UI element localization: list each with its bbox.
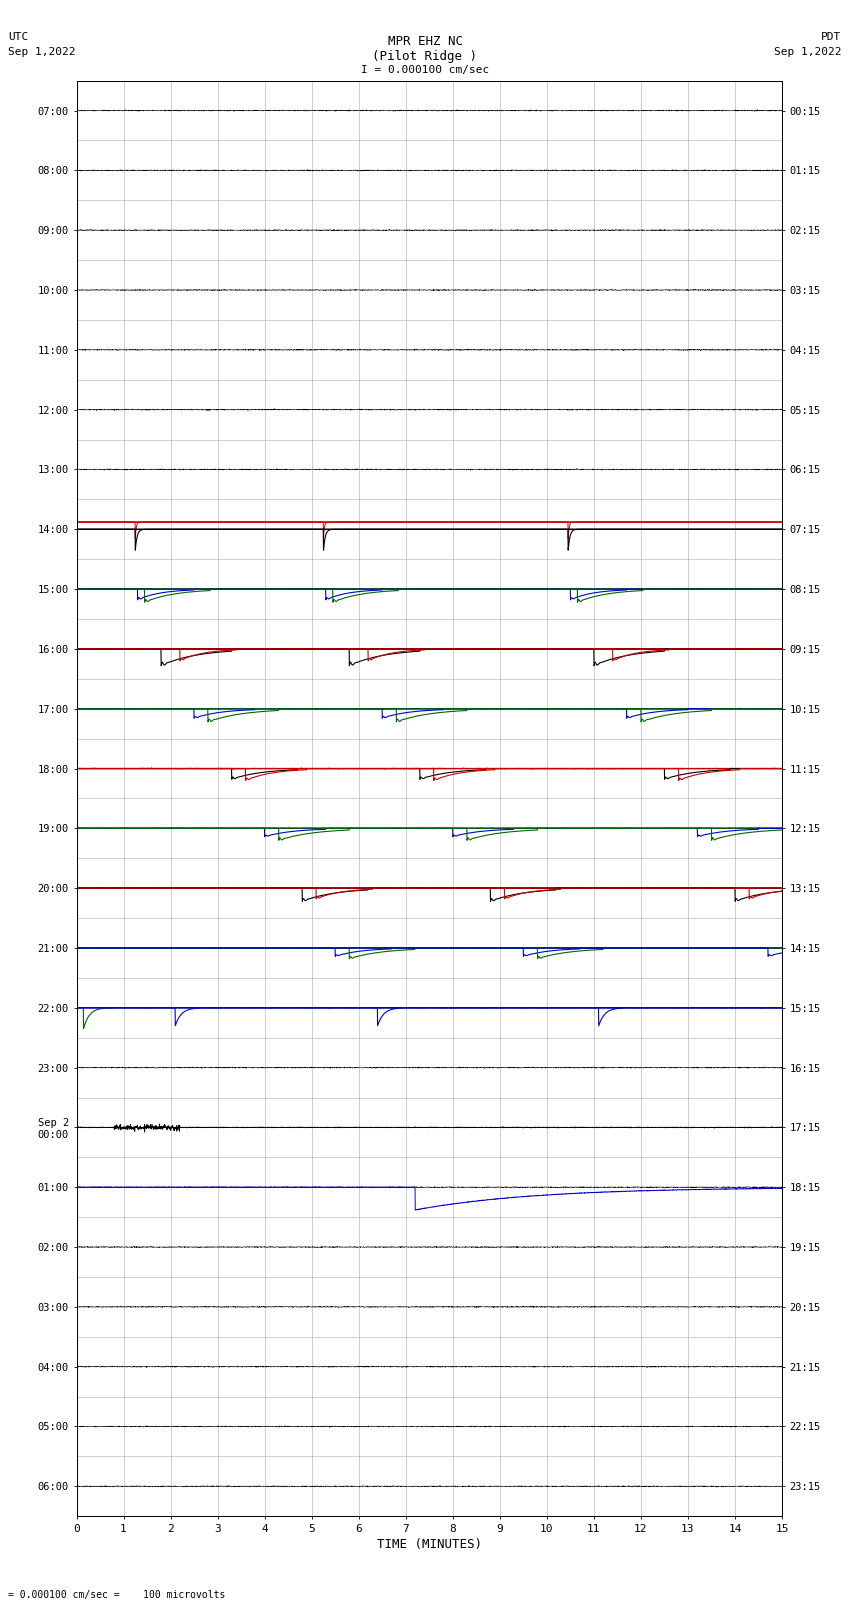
X-axis label: TIME (MINUTES): TIME (MINUTES) [377, 1539, 482, 1552]
Text: PDT: PDT [821, 32, 842, 42]
Text: I = 0.000100 cm/sec: I = 0.000100 cm/sec [361, 65, 489, 74]
Text: = 0.000100 cm/sec =    100 microvolts: = 0.000100 cm/sec = 100 microvolts [8, 1590, 226, 1600]
Text: Sep 1,2022: Sep 1,2022 [8, 47, 76, 56]
Text: MPR EHZ NC: MPR EHZ NC [388, 35, 462, 48]
Text: Sep 1,2022: Sep 1,2022 [774, 47, 842, 56]
Text: UTC: UTC [8, 32, 29, 42]
Text: (Pilot Ridge ): (Pilot Ridge ) [372, 50, 478, 63]
